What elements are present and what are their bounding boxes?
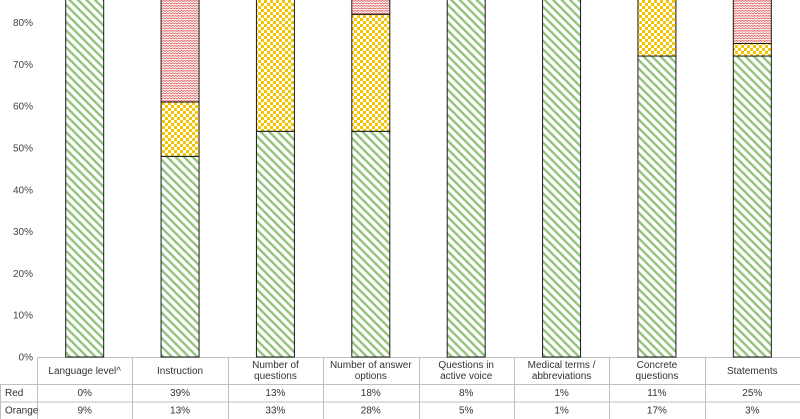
y-tick-label: 10% (13, 311, 33, 322)
table-cell: 17% (647, 406, 667, 417)
bar-segment-green (542, 0, 582, 358)
y-tick-label: 0% (19, 353, 34, 364)
bar-segment-green (637, 55, 677, 358)
y-tick-label: 70% (13, 60, 33, 71)
axes: 0% 10% 20% 30% 40% 50% 60% 70% 80% (13, 18, 800, 364)
y-tick-label: 40% (13, 185, 33, 196)
table-cell: 18% (361, 388, 381, 399)
bar-segment-green (255, 130, 295, 358)
category-label: Medical terms / abbreviations (528, 360, 596, 382)
table-cell: 1% (554, 406, 569, 417)
category-label: Questions in active voice (438, 360, 494, 382)
table-cell: 8% (459, 388, 474, 399)
table-cell: 5% (459, 406, 474, 417)
y-tick-label: 60% (13, 102, 33, 113)
table-cell: 3% (745, 406, 760, 417)
bars (65, 0, 772, 358)
table-row-label: Orange (5, 406, 39, 417)
table-cell: 9% (77, 406, 92, 417)
bar-segment-green (351, 130, 391, 358)
bar-segment-green (446, 0, 486, 358)
category-label: Concrete questions (636, 360, 679, 382)
bar-segment-green (160, 155, 200, 358)
bar-segment-orange (732, 43, 772, 57)
table-cell: 25% (742, 388, 762, 399)
category-label: Number of answer options (330, 360, 412, 382)
category-label: Instruction (157, 366, 203, 377)
bar-segment-green (732, 55, 772, 358)
bar-segment-green (65, 0, 105, 358)
table-cell: 13% (265, 388, 285, 399)
y-tick-label: 30% (13, 227, 33, 238)
table-cell: 11% (647, 388, 666, 399)
bar-segment-orange (255, 0, 295, 132)
bar-segment-orange (351, 13, 391, 132)
bar-segment-red (351, 0, 391, 15)
table-cell: 28% (361, 406, 381, 417)
category-label: Language level^ (48, 366, 121, 377)
bar-segment-orange (160, 101, 200, 157)
table-cell: 39% (170, 388, 190, 399)
table-cell: 13% (170, 406, 190, 417)
category-label: Number of questions (252, 360, 299, 382)
category-label: Statements (727, 366, 778, 377)
bar-segment-orange (637, 0, 677, 57)
table-cell: 33% (265, 406, 285, 417)
table-cell: 0% (77, 388, 92, 399)
y-tick-label: 80% (13, 18, 33, 29)
bar-segment-red (160, 0, 200, 103)
bar-segment-red (732, 0, 772, 44)
table-row-label: Red (5, 388, 23, 399)
data-table: Language level^ Instruction Number of quest… (0, 358, 800, 419)
y-tick-label: 50% (13, 144, 33, 155)
table-cell: 1% (554, 388, 569, 399)
y-tick-label: 20% (13, 269, 33, 280)
